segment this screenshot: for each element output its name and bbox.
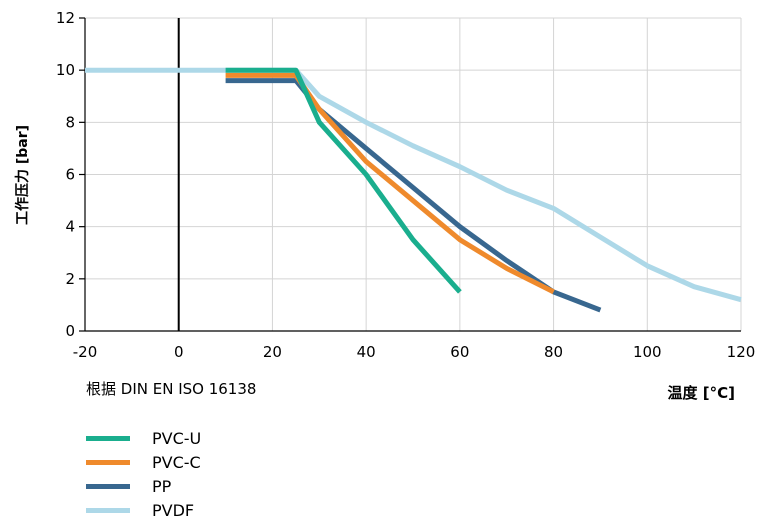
x-tick-label: 40	[357, 343, 376, 361]
legend-item: PP	[86, 474, 201, 498]
y-axis-label: 工作压力 [bar]	[14, 125, 31, 225]
legend-swatch	[86, 483, 130, 489]
y-tick-label: 8	[65, 113, 75, 131]
x-tick-label: 60	[450, 343, 469, 361]
x-axis-label: 温度 [°C]	[667, 384, 735, 402]
x-tick-label: 20	[263, 343, 282, 361]
y-tick-label: 4	[65, 218, 75, 236]
standard-note: 根据 DIN EN ISO 16138	[86, 380, 257, 398]
legend-label: PVC-U	[152, 428, 202, 448]
x-tick-label: 0	[174, 343, 184, 361]
x-tick-label: 80	[544, 343, 563, 361]
legend-label: PVDF	[152, 500, 195, 520]
x-tick-label: 100	[633, 343, 662, 361]
legend-swatch	[86, 507, 130, 513]
legend-swatch	[86, 459, 130, 465]
y-tick-label: 2	[65, 270, 75, 288]
y-tick-label: 0	[65, 322, 75, 340]
legend-item: PVC-C	[86, 450, 201, 474]
legend-item: PVC-U	[86, 426, 201, 450]
series-line-pp	[225, 78, 602, 313]
grid	[85, 17, 742, 331]
legend-label: PVC-C	[152, 452, 201, 472]
legend-label: PP	[152, 476, 172, 496]
y-tick-label: 6	[65, 166, 75, 184]
legend-swatch	[86, 435, 130, 441]
y-tick-label: 10	[56, 61, 75, 79]
y-tick-label: 12	[56, 9, 75, 27]
legend-item: PVDF	[86, 498, 201, 522]
series-lines	[85, 67, 742, 313]
x-tick-label: -20	[73, 343, 98, 361]
legend: PVC-U PVC-C PP PVDF	[86, 426, 201, 522]
tick-labels: 0 2 4 6 8 10 12 -20 0 20 40 60 80 100 120	[56, 9, 755, 361]
series-line-pvc-u	[225, 67, 462, 294]
x-tick-label: 120	[727, 343, 756, 361]
